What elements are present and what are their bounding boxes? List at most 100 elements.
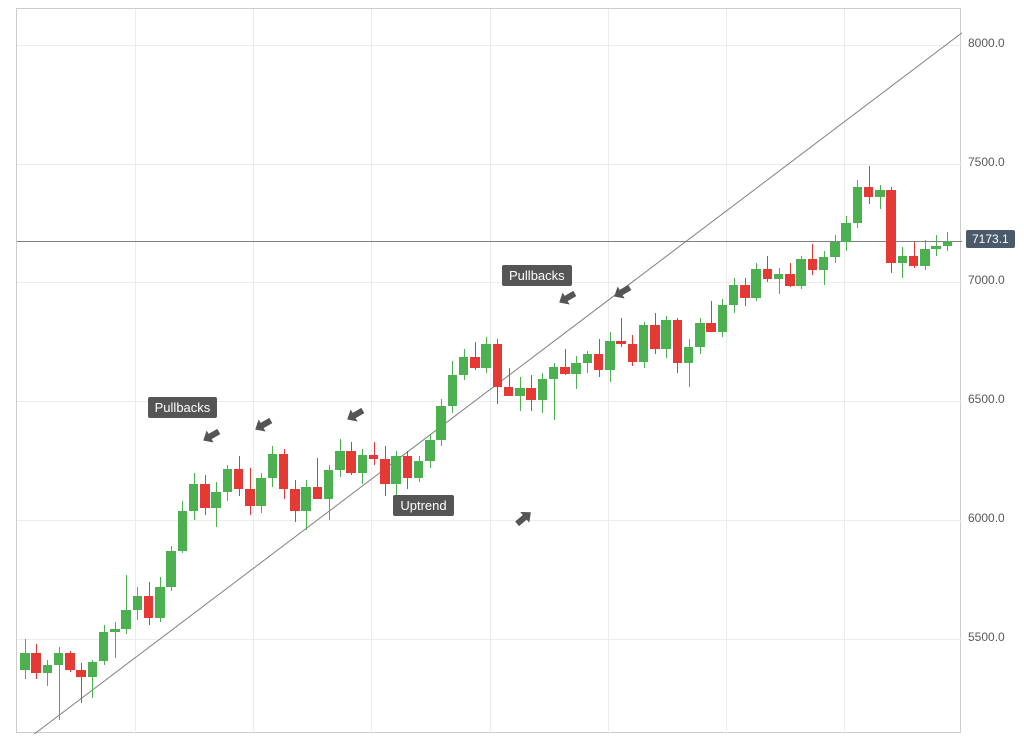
candle-body[interactable] — [54, 653, 63, 665]
candle-body[interactable] — [268, 454, 277, 479]
y-axis-tick-label: 7500.0 — [968, 155, 1005, 169]
candle-wick — [81, 663, 82, 703]
candle-body[interactable] — [594, 354, 603, 371]
candle-body[interactable] — [785, 274, 794, 286]
candle-body[interactable] — [875, 190, 884, 197]
candle-body[interactable] — [20, 653, 29, 670]
candle-body[interactable] — [515, 388, 524, 396]
candle-body[interactable] — [706, 323, 715, 333]
candle-body[interactable] — [223, 469, 232, 492]
candle-body[interactable] — [88, 662, 97, 677]
current-price-label: 7173.1 — [966, 230, 1015, 248]
candle-body[interactable] — [605, 341, 614, 371]
candle-body[interactable] — [290, 489, 299, 510]
candle-body[interactable] — [673, 320, 682, 363]
candle-body[interactable] — [549, 367, 558, 379]
candle-body[interactable] — [740, 285, 749, 298]
candle-body[interactable] — [313, 487, 322, 499]
candle-body[interactable] — [493, 344, 502, 387]
arrow-icon — [193, 418, 229, 454]
candle-body[interactable] — [504, 387, 513, 397]
candle-body[interactable] — [864, 187, 873, 197]
candle-body[interactable] — [898, 256, 907, 263]
candle-body[interactable] — [403, 456, 412, 479]
candle-body[interactable] — [324, 470, 333, 499]
y-axis-tick-label: 6000.0 — [968, 511, 1005, 525]
y-axis-tick-label: 5500.0 — [968, 630, 1005, 644]
candle-body[interactable] — [853, 187, 862, 223]
candle-body[interactable] — [99, 632, 108, 662]
candle-body[interactable] — [830, 242, 839, 257]
candle-body[interactable] — [650, 325, 659, 349]
candle-body[interactable] — [583, 354, 592, 364]
candle-body[interactable] — [245, 489, 254, 506]
candle-body[interactable] — [571, 363, 580, 374]
candle-body[interactable] — [448, 375, 457, 406]
grid-vertical — [726, 9, 727, 734]
candle-wick — [880, 185, 881, 209]
candle-body[interactable] — [279, 454, 288, 490]
candle-body[interactable] — [931, 246, 940, 250]
candle-body[interactable] — [695, 323, 704, 347]
grid-vertical — [490, 9, 491, 734]
candle-body[interactable] — [144, 596, 153, 617]
candle-body[interactable] — [751, 269, 760, 298]
candle-body[interactable] — [763, 269, 772, 279]
candle-body[interactable] — [661, 320, 670, 349]
candle-body[interactable] — [358, 455, 367, 473]
candle-body[interactable] — [796, 259, 805, 286]
annotation-label: Pullbacks — [502, 265, 572, 286]
candle-body[interactable] — [886, 190, 895, 264]
candle-body[interactable] — [808, 259, 817, 271]
grid-vertical — [253, 9, 254, 734]
candle-body[interactable] — [560, 367, 569, 374]
candle-body[interactable] — [819, 257, 828, 270]
candle-body[interactable] — [76, 670, 85, 677]
candle-body[interactable] — [234, 469, 243, 489]
candle-body[interactable] — [301, 487, 310, 511]
candle-body[interactable] — [526, 388, 535, 400]
candle-body[interactable] — [133, 596, 142, 610]
candle-body[interactable] — [436, 406, 445, 440]
candle-body[interactable] — [943, 241, 952, 245]
current-price-line — [17, 241, 962, 242]
candle-body[interactable] — [211, 492, 220, 509]
candle-body[interactable] — [346, 451, 355, 472]
grid-vertical — [844, 9, 845, 734]
candle-body[interactable] — [414, 461, 423, 479]
candle-body[interactable] — [189, 484, 198, 510]
grid-vertical — [608, 9, 609, 734]
candle-body[interactable] — [425, 440, 434, 460]
arrow-icon — [245, 407, 281, 443]
candle-body[interactable] — [909, 256, 918, 266]
candle-body[interactable] — [920, 249, 929, 266]
candle-body[interactable] — [470, 357, 479, 368]
candle-body[interactable] — [841, 223, 850, 242]
candle-body[interactable] — [65, 653, 74, 670]
candle-body[interactable] — [155, 587, 164, 618]
candle-body[interactable] — [43, 665, 52, 673]
candle-body[interactable] — [178, 511, 187, 551]
candle-body[interactable] — [718, 305, 727, 332]
candle-body[interactable] — [110, 629, 119, 631]
candle-body[interactable] — [121, 610, 130, 629]
candle-body[interactable] — [538, 379, 547, 400]
candle-body[interactable] — [459, 357, 468, 375]
candle-body[interactable] — [335, 451, 344, 470]
candle-wick — [115, 622, 116, 658]
candle-body[interactable] — [31, 653, 40, 673]
candle-body[interactable] — [391, 456, 400, 485]
candle-body[interactable] — [200, 484, 209, 508]
candle-body[interactable] — [256, 478, 265, 505]
candle-body[interactable] — [729, 285, 738, 305]
candle-body[interactable] — [380, 459, 389, 484]
candle-body[interactable] — [774, 274, 783, 279]
candle-body[interactable] — [369, 455, 378, 460]
candle-body[interactable] — [616, 341, 625, 345]
candle-body[interactable] — [639, 325, 648, 362]
candle-body[interactable] — [166, 551, 175, 587]
candle-body[interactable] — [684, 347, 693, 364]
chart-plot-area[interactable]: PullbacksPullbacksUptrend — [16, 8, 961, 733]
candle-body[interactable] — [481, 344, 490, 368]
candle-body[interactable] — [628, 344, 637, 362]
